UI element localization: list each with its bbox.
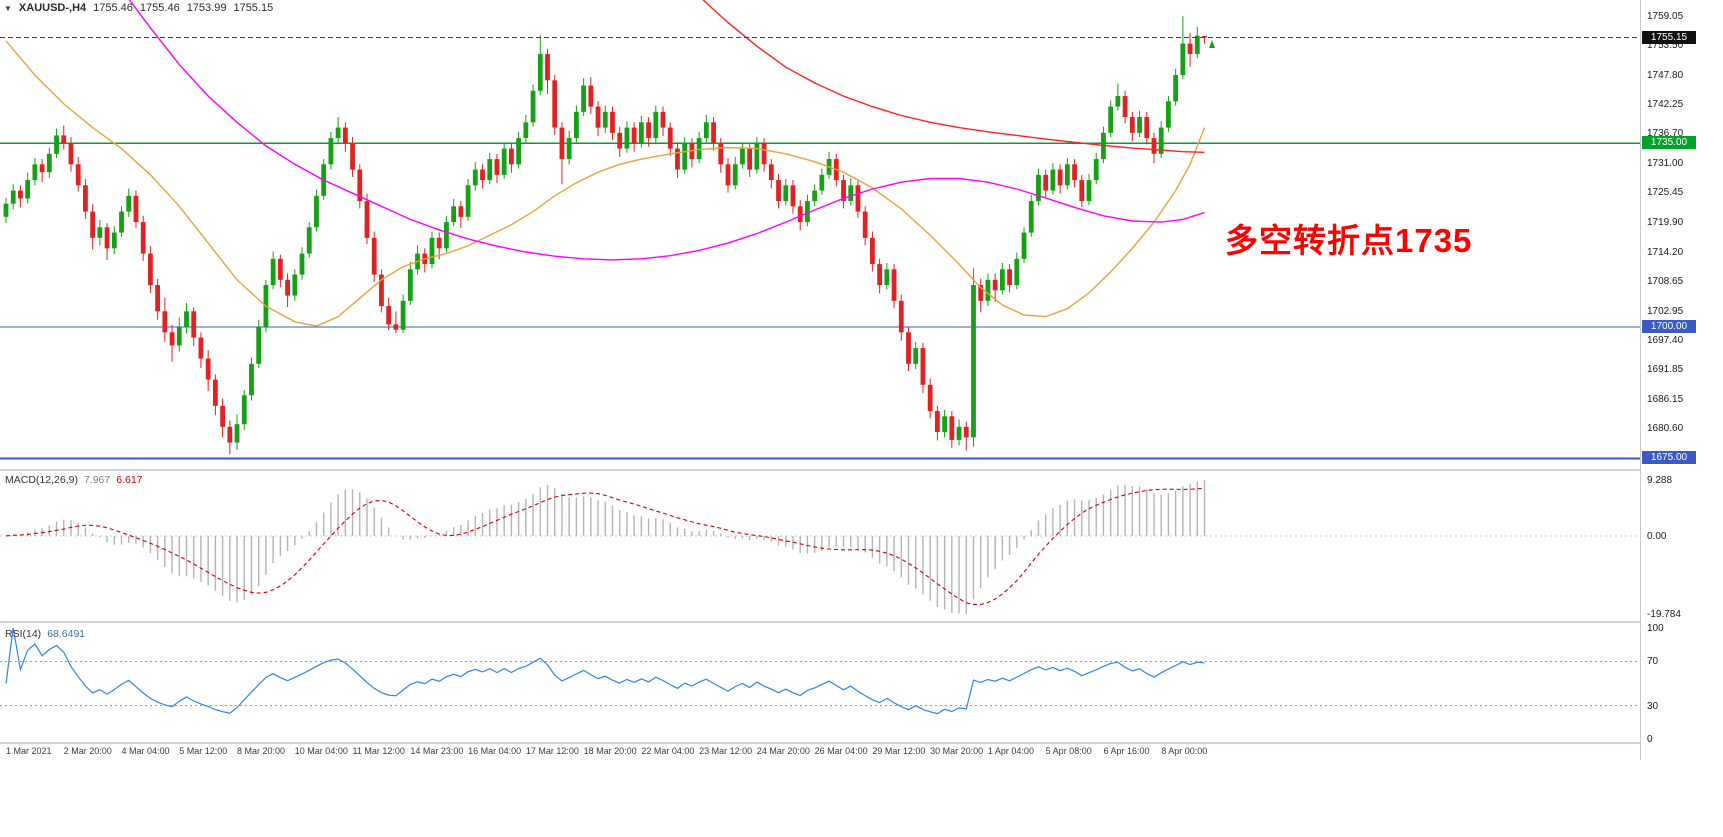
price-tick-label: 1702.95	[1647, 305, 1684, 317]
time-tick-label: 26 Mar 04:00	[814, 746, 868, 756]
macd-pane	[0, 480, 1640, 614]
rsi-pane	[0, 627, 1640, 715]
pane-separators	[0, 469, 1723, 744]
time-tick-label: 10 Mar 04:00	[294, 746, 348, 756]
macd-axis-label: 0.00	[1647, 530, 1667, 542]
chart-text-annotation[interactable]: 多空转折点1735	[1225, 222, 1473, 259]
price-tick-label: 1753.50	[1647, 40, 1684, 52]
price-tag: 1755.15	[1642, 30, 1696, 44]
macd-label-row: MACD(12,26,9) 7.967 6.617	[5, 474, 143, 486]
chart-canvas[interactable]	[0, 0, 1723, 765]
price-tick-label: 1725.45	[1647, 187, 1684, 199]
time-tick-label: 23 Mar 12:00	[699, 746, 753, 756]
time-tick-label: 5 Mar 12:00	[179, 746, 228, 756]
last-price-marker	[1209, 40, 1215, 48]
time-tick-label: 17 Mar 12:00	[525, 746, 579, 756]
macd-axis-label: -19.784	[1647, 609, 1681, 620]
rsi-label-row: RSI(14) 68.6491	[5, 628, 85, 640]
rsi-axis-label: 100	[1647, 623, 1664, 634]
macd-main-value: 7.967	[83, 474, 111, 486]
price-tick-label: 1686.15	[1647, 393, 1684, 405]
ohlc-low: 1753.99	[186, 2, 227, 14]
ma-fast-orange	[5, 40, 1206, 327]
ohlc-close: 1755.15	[233, 2, 274, 14]
price-tick-label: 1691.85	[1647, 363, 1684, 375]
time-tick-label: 24 Mar 20:00	[756, 746, 810, 756]
macd-axis-label: 9.288	[1647, 475, 1673, 486]
price-tick-label: 1736.70	[1647, 128, 1684, 140]
price-axis[interactable]: 1759.05 1753.50 1747.80 1742.25 1736.70 1731.…	[1640, 0, 1723, 760]
time-tick-label: 8 Mar 20:00	[237, 746, 286, 756]
rsi-value: 68.6491	[47, 628, 86, 640]
time-tick-label: 6 Apr 16:00	[1103, 746, 1150, 756]
ohlc-high: 1755.46	[139, 2, 180, 14]
price-tag: 1700.00	[1642, 320, 1696, 334]
macd-signal-value: 6.617	[116, 474, 143, 486]
ohlc-open: 1755.46	[93, 2, 133, 14]
moving-average-lines	[5, 0, 1206, 327]
time-tick-label: 16 Mar 04:00	[468, 746, 522, 756]
time-tick-label: 2 Mar 20:00	[63, 746, 112, 756]
rsi-axis-label: 0	[1647, 734, 1653, 745]
price-tick-label: 1680.60	[1647, 422, 1684, 434]
candlesticks	[3, 16, 1207, 455]
price-tick-label: 1742.25	[1647, 99, 1684, 111]
rsi-axis-label: 70	[1647, 656, 1659, 668]
macd-label: MACD(12,26,9)	[5, 474, 78, 486]
time-tick-label: 14 Mar 23:00	[410, 746, 464, 756]
time-tick-label: 30 Mar 20:00	[930, 746, 984, 756]
price-tag: 1675.00	[1642, 451, 1696, 465]
rsi-axis-label: 30	[1647, 700, 1659, 712]
ma-slow-red	[702, 0, 1205, 153]
symbol-period-label: XAUUSD-,H4	[18, 2, 87, 14]
time-tick-label: 8 Apr 00:00	[1161, 746, 1208, 756]
price-tag: 1735.00	[1642, 136, 1696, 150]
time-tick-label: 22 Mar 04:00	[641, 746, 695, 756]
horizontal-level-lines	[0, 142, 1640, 460]
price-tick-label: 1719.90	[1647, 216, 1684, 228]
time-tick-label: 11 Mar 12:00	[352, 746, 405, 756]
time-tick-label: 18 Mar 20:00	[583, 746, 637, 756]
chart-header: ▼ XAUUSD-,H4 1755.46 1755.46 1753.99 175…	[4, 2, 273, 14]
time-tick-label: 4 Mar 04:00	[121, 746, 170, 756]
chart-collapse-icon[interactable]: ▼	[4, 3, 12, 13]
price-tick-label: 1747.80	[1647, 70, 1684, 82]
time-tick-label: 1 Apr 04:00	[987, 746, 1034, 756]
price-tick-label: 1759.05	[1647, 11, 1684, 23]
time-tick-label: 5 Apr 08:00	[1045, 746, 1092, 756]
price-tick-label: 1708.65	[1647, 275, 1684, 287]
price-tick-label: 1731.00	[1647, 158, 1684, 170]
price-tick-label: 1697.40	[1647, 334, 1684, 346]
ma-mid-magenta	[128, 0, 1205, 261]
rsi-label: RSI(14)	[5, 628, 42, 640]
time-tick-label: 29 Mar 12:00	[872, 746, 926, 756]
price-tick-label: 1714.20	[1647, 246, 1684, 258]
time-tick-label: 1 Mar 2021	[6, 746, 52, 756]
